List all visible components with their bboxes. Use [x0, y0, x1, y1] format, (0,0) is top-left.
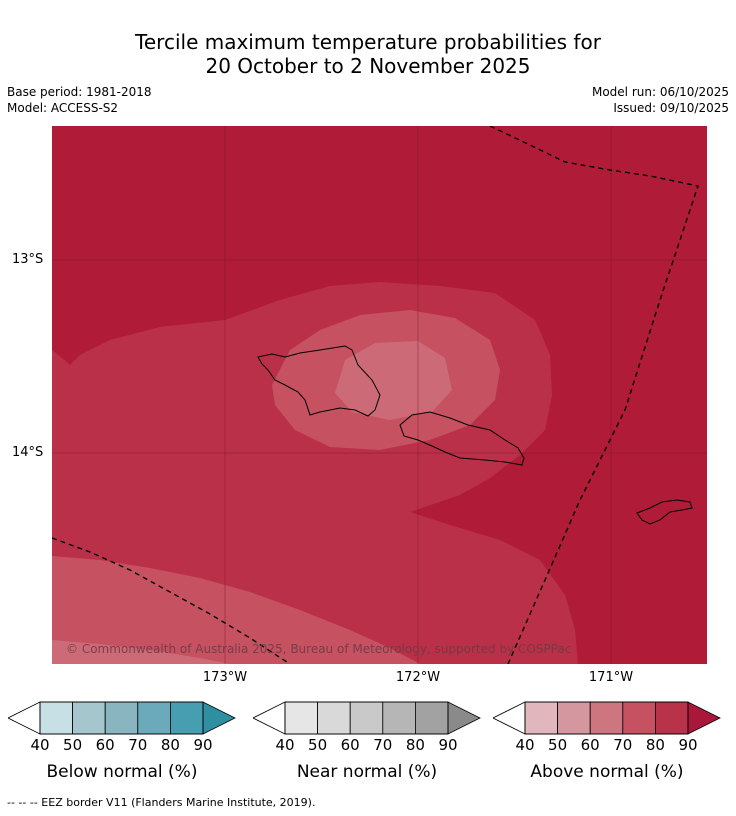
colorbar-below-seg: [169, 701, 204, 735]
tick: 50: [548, 736, 568, 754]
colorbar-near-seg: [414, 701, 449, 735]
island-upolu-savaii-outline: [257, 345, 381, 417]
colorbar-above-seg: [524, 701, 558, 735]
model-name: Model: ACCESS-S2: [7, 101, 119, 115]
colorbar-near-seg: [284, 701, 318, 735]
tick: 40: [275, 736, 295, 754]
meta-left: Base period: 1981-2018 Model: ACCESS-S2: [7, 84, 152, 116]
colorbar-below-seg: [104, 701, 139, 735]
contour-above-70: [52, 556, 420, 664]
colorbar-below-low-arrow: [7, 701, 41, 735]
legend-near-normal: 40 50 60 70 80 90 Near normal (%): [252, 700, 483, 782]
colorbar-above-seg: [622, 701, 656, 735]
tick: 70: [128, 736, 148, 754]
colorbar-near-seg: [317, 701, 351, 735]
copyright-text: © Commonwealth of Australia 2025, Bureau…: [66, 642, 572, 656]
colorbar-below-seg: [137, 701, 171, 735]
legend-near-title: Near normal (%): [296, 762, 438, 782]
tick: 60: [580, 736, 600, 754]
colorbar-above-seg: [654, 701, 689, 735]
island-tutuila-outline: [636, 499, 693, 525]
eez-footnote: -- -- -- EEZ border V11 (Flanders Marine…: [7, 796, 316, 809]
island-upolu-outline: [399, 411, 525, 466]
tick: 60: [95, 736, 115, 754]
eez-borders: [52, 126, 699, 664]
issued-date: Issued: 09/10/2025: [613, 101, 729, 115]
tick: 70: [373, 736, 393, 754]
tick: 40: [515, 736, 535, 754]
tick: 50: [308, 736, 328, 754]
colorbar-above-seg: [557, 701, 591, 735]
tick: 80: [160, 736, 180, 754]
colorbar-above-high-arrow: [687, 701, 721, 735]
contour-above-60-center: [335, 341, 452, 420]
model-run: Model run: 06/10/2025: [591, 85, 729, 99]
colorbar-below-high-arrow: [202, 701, 236, 735]
lon-label-171w: 171°W: [588, 670, 634, 685]
colorbar-above-low-arrow: [492, 701, 526, 735]
tick: 40: [30, 736, 50, 754]
tick: 90: [193, 736, 213, 754]
colorbar-near-low-arrow: [252, 701, 286, 735]
colorbar-near: [252, 701, 481, 735]
lon-label-172w: 172°W: [395, 670, 441, 685]
lat-label-14s: 14°S: [12, 445, 44, 460]
lat-label-13s: 13°S: [12, 252, 44, 267]
meta-right: Model run: 06/10/2025 Issued: 09/10/2025: [592, 84, 729, 116]
tick: 80: [405, 736, 425, 754]
contour-above-60: [52, 640, 230, 664]
legend-above-title: Above normal (%): [530, 762, 684, 782]
colorbar-above-seg: [589, 701, 624, 735]
tick: 90: [678, 736, 698, 754]
colorbar-below: [7, 701, 236, 735]
base-period: Base period: 1981-2018: [7, 85, 152, 99]
tick: 50: [63, 736, 83, 754]
lon-label-173w: 173°W: [202, 670, 248, 685]
colorbar-near-high-arrow: [447, 701, 481, 735]
grid-lines: [52, 126, 707, 664]
colorbar-above: [492, 701, 721, 735]
title-line-1: Tercile maximum temperature probabilitie…: [135, 30, 601, 54]
legend-above-normal: 40 50 60 70 80 90 Above normal (%): [492, 700, 723, 782]
map-area: [52, 126, 707, 664]
tick: 70: [613, 736, 633, 754]
map-svg: [52, 126, 707, 664]
colorbar-near-seg: [349, 701, 384, 735]
tick: 60: [340, 736, 360, 754]
tick: 80: [645, 736, 665, 754]
legend-below-normal: 40 50 60 70 80 90 Below normal (%): [7, 700, 238, 782]
colorbar-below-seg: [39, 701, 73, 735]
colorbar-near-seg: [382, 701, 416, 735]
colorbar-below-seg: [72, 701, 106, 735]
tick: 90: [438, 736, 458, 754]
title-line-2: 20 October to 2 November 2025: [205, 54, 531, 78]
legend-below-title: Below normal (%): [46, 762, 198, 782]
chart-title: Tercile maximum temperature probabilitie…: [0, 30, 736, 78]
